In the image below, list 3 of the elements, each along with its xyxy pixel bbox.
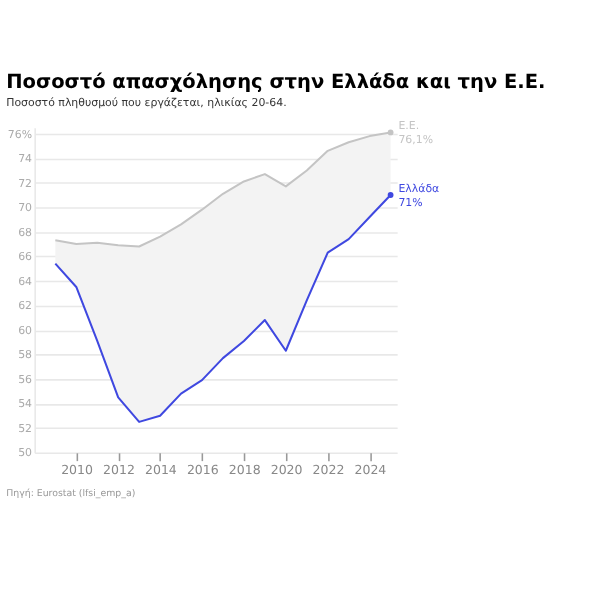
chart-title: Ποσοστό απασχόλησης στην Ελλάδα και την Ε.Ε. [6,71,546,94]
line-series [54,192,394,423]
line-series [54,129,394,248]
